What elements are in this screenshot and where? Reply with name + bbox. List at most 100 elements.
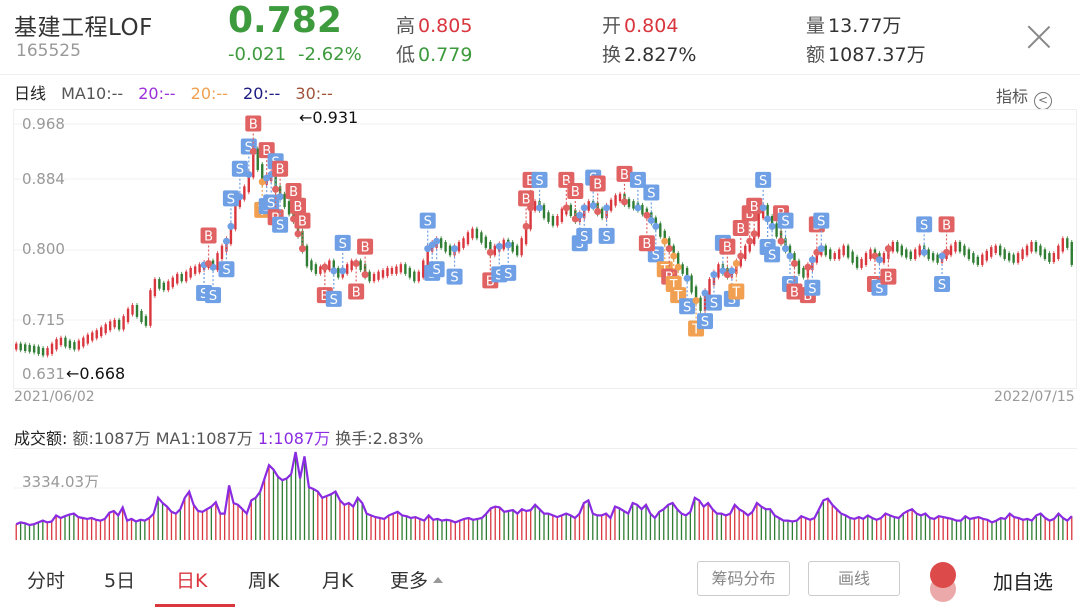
svg-text:S: S	[227, 192, 235, 207]
max-annotation: ←0.931	[299, 108, 359, 127]
svg-text:B: B	[294, 200, 303, 215]
svg-text:B: B	[593, 178, 602, 193]
candlestick-plot: SSBSBBTSSSBBBBBSSSSBSSBBSSSSBSSBBSBBSSSB…	[14, 115, 1076, 358]
volume-ma1b: 1:1087万	[257, 429, 331, 448]
tab-weekly-k[interactable]: 周K	[248, 570, 280, 592]
svg-text:B: B	[204, 229, 213, 244]
ma-item: 20:--	[243, 84, 281, 103]
svg-text:B: B	[745, 207, 754, 222]
turnover-value: 2.827%	[624, 44, 697, 66]
svg-text:S: S	[495, 268, 503, 283]
svg-text:B: B	[642, 237, 651, 252]
turnover-label: 换	[602, 44, 622, 66]
svg-text:S: S	[209, 289, 217, 304]
svg-text:T: T	[731, 285, 740, 300]
svg-text:S: S	[433, 263, 441, 278]
svg-text:S: S	[236, 163, 244, 178]
svg-text:S: S	[576, 237, 584, 252]
svg-text:B: B	[723, 241, 732, 256]
svg-text:B: B	[276, 163, 285, 178]
svg-text:B: B	[750, 200, 759, 215]
svg-text:S: S	[330, 293, 338, 308]
low-stat: 低 0.779	[396, 40, 472, 67]
ma-item: 20:--	[190, 84, 228, 103]
svg-text:S: S	[634, 174, 642, 189]
svg-text:S: S	[652, 248, 660, 263]
svg-text:S: S	[938, 278, 946, 293]
record-dot-icon[interactable]	[930, 562, 956, 588]
tab-more-label: 更多	[390, 570, 429, 592]
svg-text:S: S	[450, 271, 458, 286]
svg-text:S: S	[875, 282, 883, 297]
svg-text:S: S	[701, 315, 709, 330]
low-value: 0.779	[418, 44, 473, 66]
header-divider	[0, 74, 1080, 75]
volume-title: 成交额:	[14, 429, 68, 448]
volume-amount: 额:1087万	[72, 429, 151, 448]
svg-text:S: S	[817, 215, 825, 230]
y-tick: 0.968	[22, 115, 65, 133]
svg-text:S: S	[920, 218, 928, 233]
volume-chart[interactable]	[13, 448, 1077, 542]
tab-more[interactable]: 更多	[390, 566, 444, 593]
ma-item: 30:--	[295, 84, 333, 103]
low-label: 低	[396, 44, 416, 66]
tab-monthly-k[interactable]: 月K	[322, 570, 354, 592]
change-value: -0.021	[228, 44, 287, 65]
start-date: 2021/06/02	[14, 389, 95, 405]
amount-stat: 额 1087.37万	[806, 40, 926, 67]
open-label: 开	[602, 15, 622, 37]
svg-text:S: S	[759, 174, 767, 189]
volume-legend: 成交额: 额:1087万 MA1:1087万 1:1087万 换手:2.83%	[14, 425, 423, 449]
high-value: 0.805	[418, 15, 473, 37]
tab-daily-k[interactable]: 日K	[176, 570, 208, 592]
svg-text:B: B	[249, 117, 258, 132]
svg-text:T: T	[669, 278, 678, 293]
volume-ma1: MA1:1087万	[155, 429, 253, 448]
chip-distribution-button[interactable]: 筹码分布	[697, 561, 790, 596]
candlestick-chart[interactable]	[13, 109, 1077, 389]
svg-text:S: S	[602, 230, 610, 245]
svg-text:S: S	[580, 230, 588, 245]
svg-text:S: S	[267, 196, 275, 211]
indicator-label: 指标	[996, 87, 1029, 106]
svg-text:S: S	[504, 267, 512, 282]
amount-label: 额	[806, 44, 826, 66]
svg-text:B: B	[562, 174, 571, 189]
ma-item: 20:--	[138, 84, 176, 103]
svg-text:S: S	[781, 215, 789, 230]
tab-5day[interactable]: 5日	[104, 570, 136, 592]
draw-line-button[interactable]: 画线	[808, 561, 900, 596]
svg-text:B: B	[790, 285, 799, 300]
high-stat: 高 0.805	[396, 11, 472, 38]
y-tick: 0.800	[22, 240, 65, 258]
active-tab-indicator	[155, 604, 235, 607]
svg-text:B: B	[352, 285, 361, 300]
svg-text:S: S	[647, 186, 655, 201]
ma-legend: 日线 MA10:-- 20:-- 20:-- 20:-- 30:--	[14, 80, 343, 104]
fund-code: 165525	[16, 41, 81, 61]
svg-text:B: B	[289, 185, 298, 200]
svg-text:B: B	[620, 168, 629, 183]
svg-text:B: B	[736, 222, 745, 237]
svg-text:B: B	[884, 271, 893, 286]
volume-stat: 量 13.77万	[806, 11, 901, 38]
svg-text:B: B	[571, 185, 580, 200]
volume-label: 量	[806, 15, 826, 37]
change-percent: -2.62%	[298, 44, 362, 65]
svg-text:T: T	[673, 289, 682, 304]
svg-text:S: S	[245, 140, 253, 155]
add-watchlist-button[interactable]: 加自选	[993, 570, 1053, 594]
volume-value: 13.77万	[828, 15, 902, 37]
end-date: 2022/07/15	[994, 389, 1075, 405]
volume-plot	[14, 451, 1076, 540]
open-value: 0.804	[624, 15, 679, 37]
caret-up-icon	[433, 577, 444, 583]
svg-text:B: B	[522, 192, 531, 207]
svg-text:S: S	[683, 300, 691, 315]
volume-turnover: 换手:2.83%	[335, 429, 424, 448]
svg-text:S: S	[222, 263, 230, 278]
svg-text:S: S	[535, 174, 543, 189]
svg-text:B: B	[361, 241, 370, 256]
tab-intraday[interactable]: 分时	[27, 570, 66, 592]
